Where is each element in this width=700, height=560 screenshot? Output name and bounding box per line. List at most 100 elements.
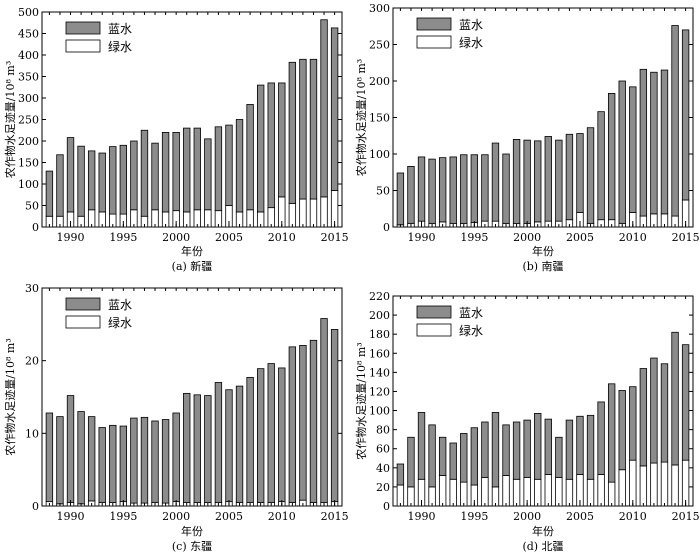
bar-blue-2002 [544,136,552,222]
chart-panel-1: 0 50 100 150 200 250 300 350 400 450 500 1990 1995 20… [3,6,349,273]
y-tick-label: 80 [376,424,390,437]
bar-blue-1999 [161,131,170,213]
y-axis-label: 农作物水足迹量/10⁸ m³ [3,61,17,178]
panel-caption: (b) 南疆 [522,260,563,273]
y-tick-label: 140 [369,366,390,379]
bar-green-1992 [438,475,447,507]
legend-label-green: 绿水 [108,315,132,330]
x-tick-label: 1995 [109,231,137,244]
bar-blue-2006 [235,119,244,213]
bar-blue-2000 [523,139,531,224]
bar-blue-2005 [576,415,584,475]
bar-green-1998 [502,475,510,507]
bar-blue-2015 [681,344,690,461]
bar-blue-1992 [87,150,96,211]
bar-blue-2001 [534,140,542,223]
bar-blue-2003 [204,395,212,503]
x-tick-label: 2015 [321,510,349,523]
x-axis-label: 年份 [532,244,554,258]
bar-blue-2004 [214,382,223,503]
y-tick-label: 450 [18,28,39,41]
bar-blue-2011 [639,68,648,217]
bar-blue-2008 [607,93,616,221]
bar-blue-1999 [512,138,521,224]
bar-blue-1998 [151,142,159,211]
bar-blue-1996 [481,421,489,478]
bar-blue-2014 [320,19,328,198]
bar-blue-2008 [607,383,616,483]
bar-blue-1989 [56,154,64,217]
legend-swatch-green [416,323,452,337]
x-tick-label: 2005 [566,510,594,523]
legend-label-blue: 蓝水 [108,22,132,36]
x-tick-label: 2000 [162,510,190,523]
bar-blue-2002 [193,394,201,503]
bar-blue-2004 [565,133,574,221]
bar-blue-1992 [438,157,447,223]
bar-green-2012 [650,462,658,507]
x-tick-label: 2000 [162,231,190,244]
x-tick-label: 1990 [57,510,85,523]
bar-blue-1991 [428,424,436,488]
bar-blue-1990 [417,156,426,222]
x-tick-label: 2015 [321,231,349,244]
bar-green-1996 [481,476,489,507]
bar-green-2015 [681,459,690,507]
y-tick-label: 160 [369,347,390,360]
chart-panel-2: 0 50 100 150 200 250 300 1990 1995 2000 2005 2010 20… [354,2,700,273]
bar-blue-2011 [288,346,297,503]
bar-blue-2013 [309,58,318,200]
bar-green-2014 [320,196,328,228]
bar-green-2004 [565,478,574,507]
bar-blue-1993 [449,156,457,224]
bar-blue-1988 [396,172,405,226]
x-tick-label: 2010 [619,231,647,244]
x-tick-label: 2010 [268,231,296,244]
bar-blue-1999 [512,421,521,480]
y-tick-label: 400 [18,49,39,62]
bar-blue-2007 [246,104,254,211]
bar-blue-1994 [460,433,468,483]
bar-blue-2001 [534,413,542,480]
bar-blue-1989 [407,166,415,224]
bar-blue-2008 [256,84,265,213]
y-tick-label: 100 [369,405,390,418]
bar-green-2013 [660,461,669,507]
bar-green-2014 [671,464,679,507]
legend-swatch-green [416,35,452,49]
bar-blue-1999 [161,419,170,504]
y-tick-label: 30 [25,282,39,295]
bar-green-2002 [544,474,552,507]
legend-swatch-blue [416,305,452,319]
y-tick-label: 500 [18,6,39,19]
y-tick-label: 50 [376,185,390,198]
bar-blue-2011 [639,368,648,467]
bar-blue-1995 [470,427,479,486]
y-tick-label: 180 [369,328,390,341]
bar-blue-1996 [130,417,138,504]
bar-green-2008 [607,481,616,507]
bar-blue-2003 [555,139,563,222]
bar-green-1993 [449,478,457,507]
bar-blue-1995 [470,154,479,224]
bar-blue-1992 [87,416,96,502]
bar-blue-2013 [660,363,669,463]
bar-blue-2009 [267,363,275,503]
y-tick-label: 0 [32,221,39,234]
bar-blue-2009 [618,80,626,224]
bar-blue-1988 [45,170,54,217]
x-tick-label: 2015 [672,510,700,523]
bar-blue-1998 [151,420,159,503]
legend-label-blue: 蓝水 [108,298,132,312]
y-tick-label: 0 [383,500,390,513]
bar-blue-2010 [629,386,637,461]
bar-green-2007 [597,474,605,507]
x-tick-label: 1995 [460,510,488,523]
bar-blue-2010 [278,367,286,503]
plot-frame [392,295,694,507]
bar-blue-2007 [597,401,605,475]
y-tick-label: 200 [369,309,390,322]
legend-swatch-blue [416,17,452,31]
x-tick-label: 2005 [566,231,594,244]
y-tick-label: 120 [369,385,390,398]
